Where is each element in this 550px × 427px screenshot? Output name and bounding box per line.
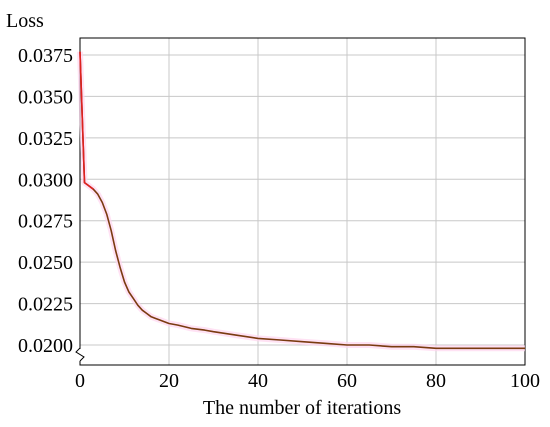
grid-lines	[80, 38, 525, 365]
y-tick-label: 0.0225	[18, 294, 73, 316]
loss-series	[77, 51, 525, 352]
x-tick-label: 0	[75, 370, 85, 392]
y-tick-label: 0.0350	[18, 86, 73, 108]
plot-frame	[79, 37, 526, 366]
x-tick-label: 20	[159, 370, 179, 392]
y-tick-label: 0.0200	[18, 335, 73, 357]
y-tick-label: 0.0325	[18, 128, 73, 150]
x-tick-label: 60	[337, 370, 357, 392]
series-line	[79, 51, 525, 350]
axis-break-zigzag	[75, 347, 85, 362]
y-axis-title: Loss	[6, 10, 44, 32]
x-tick-label: 100	[510, 370, 540, 392]
y-tick-labels: 0.0200 0.0225 0.0250 0.0275 0.0300 0.0325 0.03…	[18, 45, 73, 357]
x-tick-labels: 0 20 40 60 80 100	[75, 370, 540, 392]
y-tick-label: 0.0250	[18, 252, 73, 274]
x-tick-label: 80	[426, 370, 446, 392]
y-tick-label: 0.0300	[18, 169, 73, 191]
y-axis-break-mark	[75, 347, 85, 362]
y-tick-label: 0.0275	[18, 211, 73, 233]
y-tick-label: 0.0375	[18, 45, 73, 67]
x-axis-title: The number of iterations	[203, 397, 401, 419]
series-initial-segment	[79, 51, 94, 190]
x-tick-label: 40	[248, 370, 268, 392]
